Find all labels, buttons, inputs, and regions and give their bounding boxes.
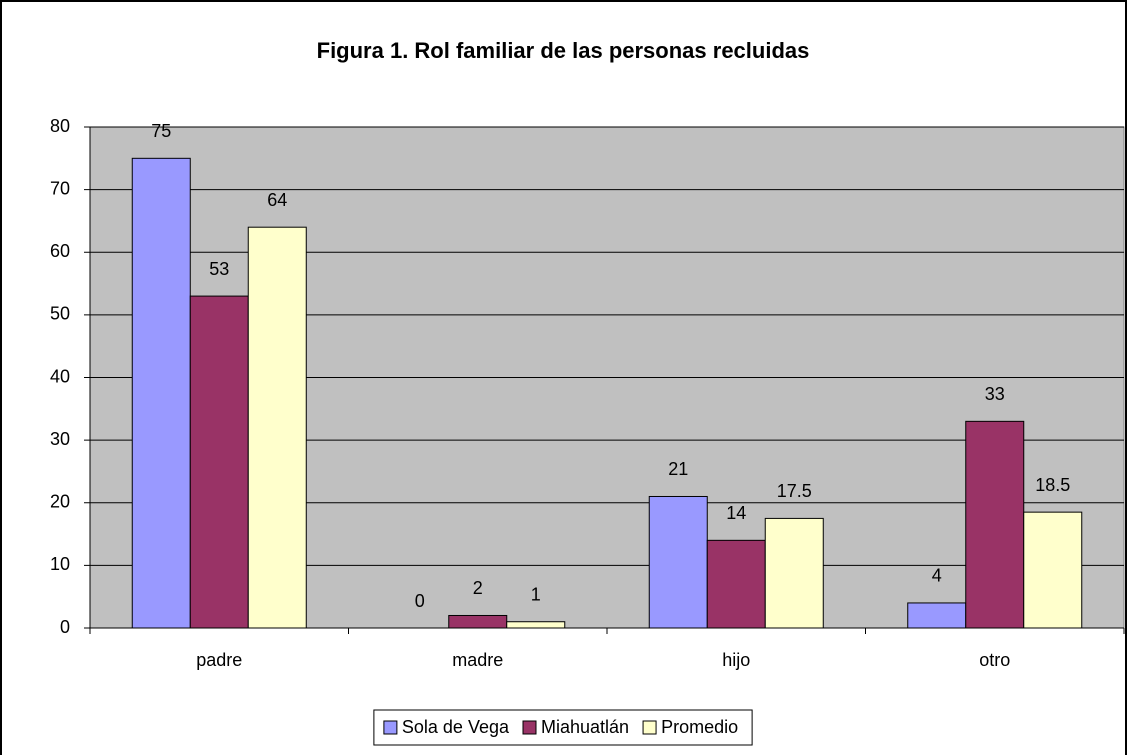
x-tick-label: hijo: [722, 650, 750, 670]
value-label: 2: [473, 578, 483, 598]
y-tick-label: 80: [50, 116, 70, 136]
legend-label: Promedio: [661, 717, 738, 737]
y-tick-label: 20: [50, 492, 70, 512]
bar: [648, 495, 708, 629]
legend-label: Sola de Vega: [402, 717, 510, 737]
value-label: 17.5: [777, 481, 812, 501]
value-label: 18.5: [1035, 475, 1070, 495]
y-tick-label: 60: [50, 241, 70, 261]
y-tick-label: 10: [50, 554, 70, 574]
legend-swatch: [522, 720, 537, 735]
legend-swatch: [383, 720, 398, 735]
value-label: 75: [151, 121, 171, 141]
bar: [706, 539, 766, 629]
bar: [965, 420, 1025, 629]
legend-box: [373, 709, 753, 746]
x-tick-label: otro: [979, 650, 1010, 670]
bar: [1023, 511, 1083, 629]
bar: [764, 517, 824, 629]
bar: [506, 621, 566, 629]
value-label: 33: [985, 384, 1005, 404]
bar: [247, 226, 307, 629]
x-tick-label: padre: [196, 650, 242, 670]
legend-swatch: [642, 720, 657, 735]
value-label: 21: [668, 459, 688, 479]
value-label: 53: [209, 259, 229, 279]
value-label: 4: [932, 566, 942, 586]
bar: [907, 602, 967, 629]
y-tick-label: 30: [50, 429, 70, 449]
bar: [131, 157, 191, 629]
value-label: 0: [415, 591, 425, 611]
y-tick-label: 0: [60, 617, 70, 637]
value-label: 64: [267, 190, 287, 210]
bar: [448, 614, 508, 629]
legend-label: Miahuatlán: [541, 717, 629, 737]
value-label: 14: [726, 503, 746, 523]
y-tick-label: 40: [50, 366, 70, 386]
chart-title: Figura 1. Rol familiar de las personas r…: [317, 38, 810, 63]
x-tick-label: madre: [452, 650, 503, 670]
bar: [189, 295, 249, 629]
y-tick-label: 70: [50, 178, 70, 198]
value-label: 1: [531, 584, 541, 604]
y-tick-label: 50: [50, 304, 70, 324]
